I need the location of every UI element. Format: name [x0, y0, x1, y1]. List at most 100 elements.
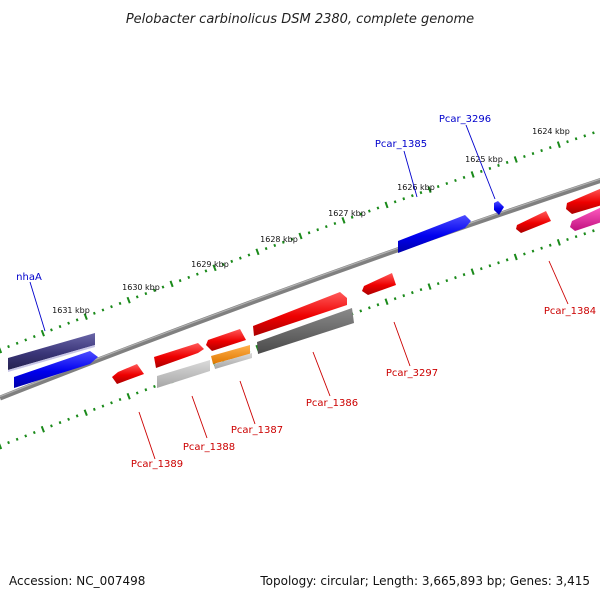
scale-tick [393, 200, 397, 204]
gene-pcar-1389[interactable] [112, 364, 144, 384]
label-leader-lines [29, 124, 569, 460]
scale-tick [195, 272, 199, 276]
feature-pcar-1387-alt[interactable] [214, 353, 252, 369]
scale-tick [523, 154, 526, 159]
gene-nhaA-dark[interactable] [8, 333, 95, 372]
scale-tick [153, 288, 156, 292]
scale-tick [238, 256, 242, 260]
leader-pcar-1386 [312, 351, 331, 397]
leader-pcar-3296 [465, 124, 496, 200]
scale-tick [281, 240, 285, 244]
scale-tick [212, 264, 217, 272]
scale-tick [15, 437, 19, 441]
gene-pcar-3296[interactable] [494, 201, 504, 215]
scale-tick [83, 409, 88, 416]
scale-tick [419, 191, 423, 195]
scale-tick [110, 401, 113, 405]
gene-pcar-1384[interactable] [516, 211, 551, 233]
scale-tick [153, 384, 156, 389]
scale-tick [230, 259, 234, 263]
scale-tick [488, 166, 492, 171]
scale-label-1631: 1631 kbp [52, 306, 90, 315]
gene-pcar-1387[interactable] [206, 329, 246, 351]
scale-tick [384, 298, 389, 306]
gene-pcar-1386[interactable] [253, 292, 347, 336]
scale-tick [169, 280, 174, 288]
scale-tick [144, 292, 148, 296]
scale-tick [470, 268, 475, 276]
scale-tick [24, 338, 28, 342]
scale-tick [583, 134, 587, 138]
scale-tick [58, 421, 62, 425]
scale-tick [574, 235, 578, 239]
leader-nhaA [29, 281, 46, 332]
scale-tick [367, 209, 371, 213]
scale-tick [298, 232, 303, 240]
scale-tick [470, 171, 475, 178]
scale-tick [110, 305, 113, 309]
scale-tick [479, 169, 483, 174]
scale-tick [178, 279, 182, 283]
scale-tick [393, 297, 397, 301]
gene-label-nhaA[interactable]: nhaA [16, 272, 42, 283]
feature-pcar-1386-alt[interactable] [257, 308, 354, 354]
scale-tick [376, 206, 380, 210]
gene-label-pcar-1389[interactable]: Pcar_1389 [131, 459, 183, 470]
gene-right-edge[interactable] [566, 188, 600, 214]
scale-tick [67, 417, 71, 421]
gene-label-pcar-1385[interactable]: Pcar_1385 [375, 139, 427, 150]
scale-tick [161, 285, 165, 289]
scale-tick [333, 221, 337, 226]
scale-tick [556, 238, 561, 246]
scale-tick [83, 313, 88, 320]
scale-tick [454, 178, 457, 183]
scale-tick [497, 163, 500, 168]
scale-tick [273, 243, 277, 248]
scale-tick [410, 194, 414, 198]
scale-tick [566, 237, 569, 242]
scale-tick [462, 175, 466, 180]
scale-tick [445, 181, 449, 186]
gene-label-pcar-1386[interactable]: Pcar_1386 [306, 398, 358, 409]
scale-label-1629: 1629 kbp [191, 260, 229, 269]
leader-pcar-1389 [138, 411, 156, 460]
outer-tick-track [0, 131, 595, 354]
scale-tick [0, 347, 3, 354]
feature-pcar-1388-alt[interactable] [157, 360, 210, 388]
scale-tick [436, 282, 440, 286]
scale-tick [50, 328, 53, 332]
scale-tick [255, 248, 260, 256]
scale-tick [531, 151, 535, 156]
gene-label-pcar-1387[interactable]: Pcar_1387 [231, 425, 283, 436]
gene-label-pcar-3296[interactable]: Pcar_3296 [439, 114, 491, 125]
scale-tick [350, 215, 354, 219]
scale-tick [454, 276, 457, 280]
scale-tick [15, 341, 19, 345]
scale-tick [505, 258, 509, 262]
scale-label-1625: 1625 kbp [465, 155, 503, 164]
scale-tick [513, 253, 518, 261]
gene-label-pcar-3297[interactable]: Pcar_3297 [386, 368, 438, 379]
gene-pcar-1385[interactable] [398, 215, 471, 253]
gene-right-edge-magenta[interactable] [570, 207, 600, 231]
scale-tick [50, 424, 53, 428]
gene-label-pcar-1384[interactable]: Pcar_1384 [544, 306, 596, 317]
scale-tick [505, 160, 509, 165]
gene-pcar-3297[interactable] [362, 273, 396, 295]
scale-tick [264, 247, 268, 251]
gene-label-pcar-1388[interactable]: Pcar_1388 [183, 442, 235, 453]
scale-tick [32, 431, 36, 435]
scale-tick [462, 273, 466, 277]
scale-tick [445, 279, 449, 283]
gene-pcar-1387-orange[interactable] [211, 345, 250, 364]
leader-pcar-1388 [191, 395, 208, 439]
scale-tick [67, 321, 71, 325]
scale-tick [187, 275, 191, 279]
gene-nhaA[interactable] [14, 351, 98, 388]
scale-tick [410, 291, 414, 295]
scale-tick [101, 404, 105, 408]
scale-tick [513, 156, 518, 163]
leader-pcar-1385 [403, 150, 418, 198]
gene-pcar-1388[interactable] [154, 343, 204, 368]
